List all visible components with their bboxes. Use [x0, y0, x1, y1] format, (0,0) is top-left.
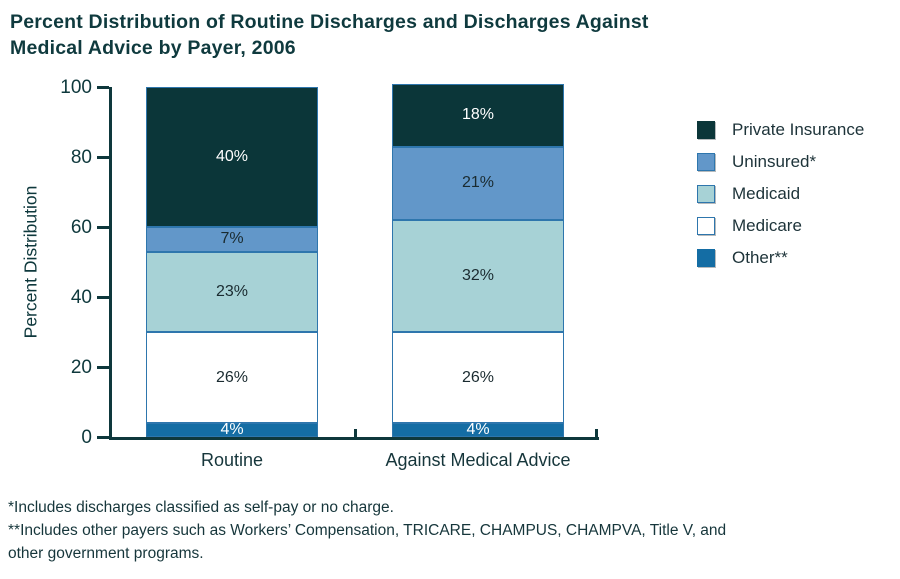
- legend-label: Private Insurance: [732, 119, 865, 139]
- x-axis-line: [109, 437, 599, 440]
- y-tick-mark: [97, 366, 109, 369]
- y-tick-label: 40: [70, 287, 92, 308]
- segment-value-label: 18%: [461, 106, 495, 123]
- y-tick-label: 60: [70, 217, 92, 238]
- legend-item: Private Insurance: [697, 119, 865, 139]
- legend-item: Uninsured*: [697, 151, 864, 171]
- y-tick-mark: [97, 436, 109, 439]
- y-tick-label: 20: [70, 357, 92, 378]
- segment-value-label: 32%: [461, 267, 495, 284]
- segment-value-label: 21%: [461, 174, 495, 192]
- legend-item: Other**: [697, 247, 864, 267]
- x-axis-end-tick: [595, 429, 598, 440]
- y-tick-mark: [97, 226, 109, 229]
- y-tick-label: 0: [81, 427, 92, 448]
- chart-title-line2: Medical Advice by Payer, 2006: [10, 37, 296, 60]
- segment-value-label: 26%: [215, 368, 249, 386]
- footnote-line: *Includes discharges classified as self-…: [8, 499, 394, 516]
- x-category-label: Against Medical Advice: [385, 450, 571, 470]
- legend-swatch-icon: [697, 120, 715, 139]
- chart-title-line1: Percent Distribution of Routine Discharg…: [10, 11, 649, 33]
- y-tick-mark: [97, 156, 109, 159]
- bar-segment: 21%: [392, 146, 564, 220]
- segment-value-label: 40%: [215, 148, 249, 165]
- chart-title: Percent Distribution of Routine Discharg…: [10, 9, 649, 61]
- y-tick-mark: [97, 296, 109, 299]
- x-category-label: Routine: [200, 450, 264, 470]
- segment-value-label: 26%: [461, 368, 495, 386]
- y-tick-mark: [97, 86, 109, 89]
- bar-segment: 4%: [146, 421, 318, 438]
- segment-value-label: 4%: [466, 421, 490, 438]
- legend-item: Medicare: [697, 215, 864, 235]
- legend-label: Uninsured*: [732, 151, 817, 171]
- legend-swatch-icon: [697, 184, 715, 203]
- bar-segment: 18%: [392, 83, 564, 147]
- bar-segment: 4%: [392, 421, 564, 438]
- segment-value-label: 4%: [220, 421, 244, 438]
- bar-segment: 7%: [146, 227, 318, 252]
- legend: Private Insurance Uninsured* Medicaid Medic…: [697, 119, 865, 281]
- legend-swatch-icon: [697, 216, 715, 235]
- y-axis-label: Percent Distribution: [20, 185, 41, 339]
- segment-value-label: 7%: [220, 230, 244, 248]
- bar-segment: 40%: [146, 87, 318, 227]
- bar-segment: 32%: [392, 220, 564, 332]
- footnote-line: other government programs.: [8, 545, 204, 562]
- legend-label: Medicare: [732, 215, 802, 235]
- footnotes: *Includes discharges classified as self-…: [8, 496, 726, 565]
- legend-item: Medicaid: [697, 183, 864, 203]
- x-axis-mid-tick: [354, 429, 357, 438]
- legend-swatch-icon: [697, 248, 715, 267]
- legend-label: Medicaid: [732, 183, 801, 203]
- footnote-line: **Includes other payers such as Workers’…: [8, 522, 727, 539]
- bar-segment: 26%: [392, 332, 564, 423]
- legend-swatch-icon: [697, 152, 715, 171]
- y-tick-label: 80: [70, 147, 92, 168]
- segment-value-label: 23%: [215, 282, 249, 300]
- bar-segment: 26%: [146, 332, 318, 423]
- bar-segment: 23%: [146, 251, 318, 332]
- legend-label: Other**: [732, 247, 788, 267]
- y-tick-label: 100: [60, 77, 92, 98]
- y-axis-line: [109, 87, 112, 440]
